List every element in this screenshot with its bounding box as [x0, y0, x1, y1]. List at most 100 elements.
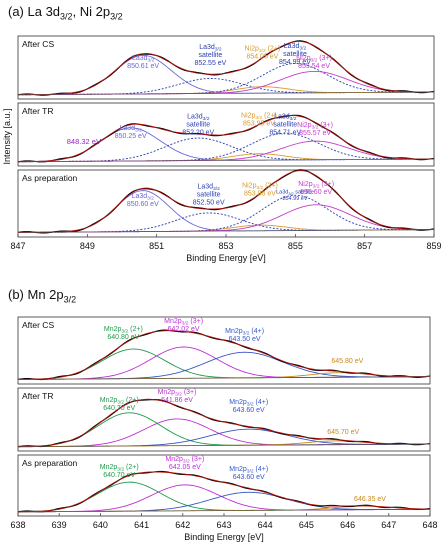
panel-frame	[17, 454, 431, 517]
peak-label-line2: satellite	[199, 52, 223, 59]
peak-label: Mn2p3/2 (2+)	[100, 397, 139, 406]
x-tick-label: 645	[299, 520, 314, 530]
panel-name: After TR	[22, 106, 54, 116]
x-tick-label: 644	[258, 520, 273, 530]
peak-value: 646.35 eV	[354, 496, 386, 503]
x-axis-label: Binding Energy [eV]	[184, 532, 264, 542]
peak-value: 850.60 eV	[127, 201, 159, 208]
peak-label: La3d3/2	[284, 43, 307, 52]
panel-frame	[17, 169, 435, 238]
peak-label: Mn2p3/2 (4+)	[229, 466, 268, 475]
peak-label: Ni2p3/2 (2+)	[242, 182, 278, 191]
x-tick-label: 849	[80, 241, 95, 251]
fit-envelope	[17, 471, 431, 513]
panel-after-tr: After TR Mn2p3/2 (2+)640.70 eV Mn2p3/2 (3+…	[17, 387, 431, 452]
peak-label: Mn2p3/2 (4+)	[229, 399, 268, 408]
peak-label: Mn2p3/2 (4+)	[225, 328, 264, 337]
component-peak-2	[17, 428, 431, 448]
panel-name: As preparation	[22, 458, 78, 468]
x-tick-label: 851	[149, 241, 164, 251]
peak-value: 642.05 eV	[169, 464, 201, 471]
component-peak-2	[17, 351, 431, 380]
peak-value: 642.02 eV	[168, 326, 200, 333]
peak-label: Mn2p3/2 (3+)	[165, 456, 204, 465]
component-peak-0	[17, 348, 431, 380]
panel-frame	[17, 102, 435, 167]
component-peak-3	[17, 63, 435, 96]
peak-value: 640.70 eV	[103, 472, 135, 479]
background-line	[17, 443, 431, 448]
peak-value: 641.86 eV	[161, 397, 193, 404]
fit-envelope	[17, 398, 431, 448]
background-line	[17, 158, 435, 163]
panel-frame	[17, 35, 435, 100]
panel-frame	[17, 316, 431, 385]
peak-value: 640.70 eV	[103, 405, 135, 412]
peak-label: Mn2p3/2 (3+)	[164, 318, 203, 327]
x-tick-label: 855	[288, 241, 303, 251]
peak-value: 853.98 eV	[244, 190, 276, 197]
peak-label: Ni2p3/2 (2+)	[244, 45, 280, 54]
component-peak-0	[17, 190, 435, 233]
peak-label: La3d3/2	[132, 193, 155, 202]
component-peak-3	[17, 194, 435, 233]
panel-name: After CS	[22, 39, 54, 49]
peak-label: La3d3/2	[132, 55, 155, 64]
peak-value: 854.99 eV	[279, 59, 311, 66]
x-tick-label: 639	[52, 520, 67, 530]
figure-b-title: (b) Mn 2p3/2	[8, 287, 77, 305]
peak-label: La3d3/2	[199, 44, 222, 53]
x-tick-label: 859	[426, 241, 441, 251]
x-tick-label: 857	[357, 241, 372, 251]
x-tick-label: 646	[340, 520, 355, 530]
peak-label: La3d3/2	[274, 114, 297, 123]
peak-label: Mn2p3/2 (3+)	[158, 389, 197, 398]
peak-value: 643.60 eV	[233, 407, 265, 414]
peak-label: Ni2p3/2 (3+)	[296, 55, 332, 64]
panel-name: As preparation	[22, 173, 78, 183]
panel-name: After CS	[22, 320, 54, 330]
peak-label: Mn2p3/2 (2+)	[100, 464, 139, 473]
x-tick-label: 847	[10, 241, 25, 251]
peak-label: Ni2p3/2 (3+)	[298, 181, 334, 190]
extra-peak-label: 848.32 eV	[67, 137, 101, 146]
peak-value: 643.50 eV	[229, 336, 261, 343]
fit-envelope	[17, 41, 434, 96]
peak-label: La3d3/2	[187, 114, 210, 123]
component-peak-2	[17, 224, 435, 233]
peak-value: 854.05 eV	[246, 53, 278, 60]
peak-value: 855.54 eV	[298, 63, 330, 70]
fit-envelope	[17, 330, 431, 380]
peak-label-line2: satellite	[197, 192, 221, 199]
measured-envelope	[17, 399, 431, 448]
panel-name: After TR	[22, 391, 54, 401]
fit-envelope	[17, 170, 434, 233]
peak-value: 852.50 eV	[193, 200, 225, 207]
peak-label: Ni2p3/2 (2+)	[241, 112, 277, 121]
peak-label: La3d3/2	[119, 125, 142, 134]
panel-after-cs: After CS Mn2p3/2 (2+)640.80 eV Mn2p3/2 (3+…	[17, 316, 431, 385]
background-line	[17, 91, 435, 96]
x-tick-label: 643	[216, 520, 231, 530]
x-axis-label: Binding Energy [eV]	[186, 253, 266, 263]
x-tick-label: 647	[381, 520, 396, 530]
peak-value: 855.57 eV	[299, 130, 331, 137]
panel-as-preparation: As preparation Mn2p3/2 (2+)640.70 eV Mn2p3…	[17, 454, 431, 517]
peak-label-line2: satellite	[186, 122, 210, 129]
peak-label: Mn2p3/2 (2+)	[104, 326, 143, 335]
background-line	[17, 508, 431, 513]
panel-frame	[17, 387, 431, 452]
x-tick-label: 640	[93, 520, 108, 530]
peak-value: 645.70 eV	[327, 429, 359, 436]
peak-value: 852.55 eV	[194, 60, 226, 67]
x-tick-label: 638	[10, 520, 25, 530]
peak-value: 855.60 eV	[300, 189, 332, 196]
background-line	[17, 229, 435, 233]
